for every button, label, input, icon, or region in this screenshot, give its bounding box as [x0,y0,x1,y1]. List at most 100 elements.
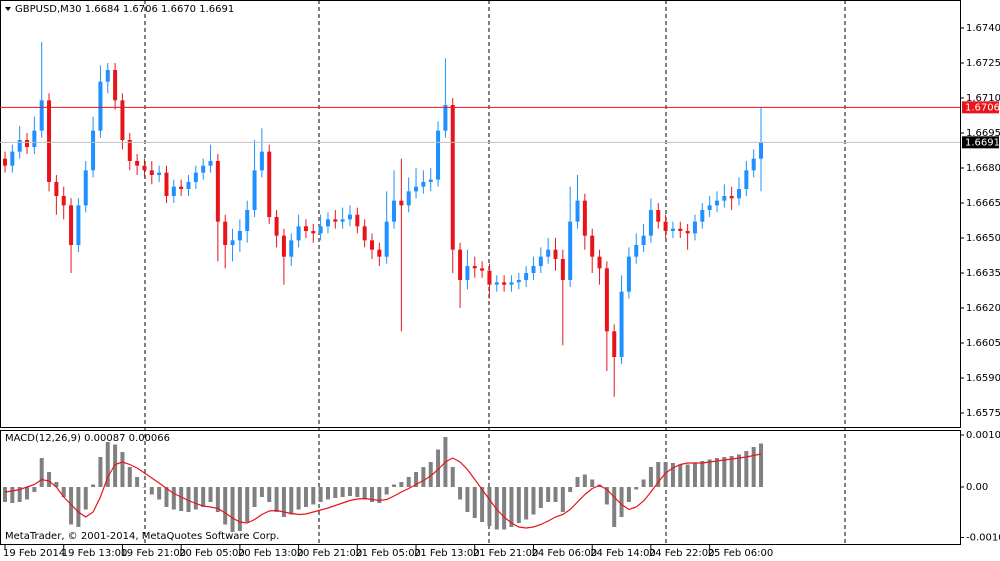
candle-body [670,228,675,231]
candle-body [259,151,264,171]
candle-body [604,268,609,332]
x-tick-label: 24 Feb 22:00 [649,548,715,559]
macd-bar [436,449,441,487]
indicator-title: MACD(12,26,9) 0.00087 0.00066 [5,433,170,444]
x-tick-label: 20 Feb 05:00 [179,548,245,559]
candle-body [215,161,220,222]
macd-bar [560,487,565,512]
candle-body [17,140,22,152]
macd-bar [91,484,96,487]
y-tick-label: 1.6740 [966,23,1000,34]
macd-bar [568,487,573,492]
candle-body [399,200,404,206]
candle-body [641,235,646,245]
candle-body [546,249,551,257]
candle-body [135,161,140,166]
candle-body [252,170,257,210]
candle-body [421,182,426,187]
candle-body [590,235,595,257]
macd-bar [223,487,228,525]
macd-bar [98,457,103,487]
y-tick-label: 0.00104 [966,430,1000,441]
macd-bar [347,487,352,496]
candle-body [428,179,433,182]
macd-bar [289,487,294,515]
macd-bar [421,467,426,487]
candle-body [406,191,411,206]
candle-body [333,219,338,222]
candle-body [289,240,294,257]
candle-body [524,273,529,280]
macd-bar [113,444,118,487]
candle-body [281,235,286,257]
macd-bar [333,487,338,498]
candle-body [25,140,30,147]
candle-body [744,170,749,189]
macd-bar [245,487,250,522]
candle-body [120,100,125,140]
candle-body [516,280,521,283]
candle-body [54,182,59,196]
macd-bar [215,487,220,512]
candle-body [568,221,573,280]
macd-bar [707,459,712,487]
x-tick-label: 20 Feb 21:00 [297,548,363,559]
macd-bar [76,487,81,527]
candle-body [392,200,397,222]
x-tick-label: 20 Feb 13:00 [238,548,304,559]
macd-bar [502,487,507,530]
x-tick-label: 24 Feb 06:00 [531,548,597,559]
macd-bar [428,462,433,487]
macd-bar [303,487,308,507]
y-tick-label: 1.6590 [966,373,1000,384]
macd-bar [619,487,624,517]
y-tick-label: 0.00 [966,482,988,493]
candle-body [230,240,235,245]
candle-body [171,186,176,196]
price-label: 1.6691 [965,137,1000,148]
y-tick-label: 1.6665 [966,198,1000,209]
macd-bar [17,487,22,502]
candle-body [164,172,169,196]
candle-body [634,245,639,257]
candle-body [274,217,279,236]
candle-body [208,161,213,166]
candle-body [450,105,455,250]
signal-line [4,453,762,529]
macd-bar [274,487,279,512]
candle-body [465,266,470,280]
candle-body [267,151,272,217]
macd-bar [480,487,485,522]
menu-arrow [5,7,11,11]
macd-bar [546,487,551,502]
macd-bar [509,487,514,527]
candle-body [201,165,206,173]
y-tick-label: 1.6725 [966,58,1000,69]
macd-bar [656,462,661,487]
candle-body [612,331,617,357]
y-tick-label: -0.00101 [966,533,1000,544]
x-tick-label: 21 Feb 21:00 [473,548,539,559]
candle-body [472,266,477,269]
candle-body [656,210,661,222]
macd-bar [201,487,206,507]
y-tick-label: 1.6620 [966,303,1000,314]
macd-bar [318,487,323,502]
macd-bar [458,487,463,500]
candle-body [318,226,323,234]
y-tick-label: 1.6710 [966,93,1000,104]
candle-body [3,158,7,166]
macd-bar [127,467,132,487]
macd-bar [179,487,184,511]
candle-body [347,214,352,220]
candle-body [436,130,441,180]
candle-body [127,140,132,161]
macd-bar [193,487,198,510]
candle-body [83,170,88,206]
candle-body [700,210,705,222]
macd-bar [171,487,176,510]
macd-bar [230,487,235,532]
y-tick-label: 1.6575 [966,408,1000,419]
macd-bar [516,487,521,523]
macd-bar [648,467,653,487]
